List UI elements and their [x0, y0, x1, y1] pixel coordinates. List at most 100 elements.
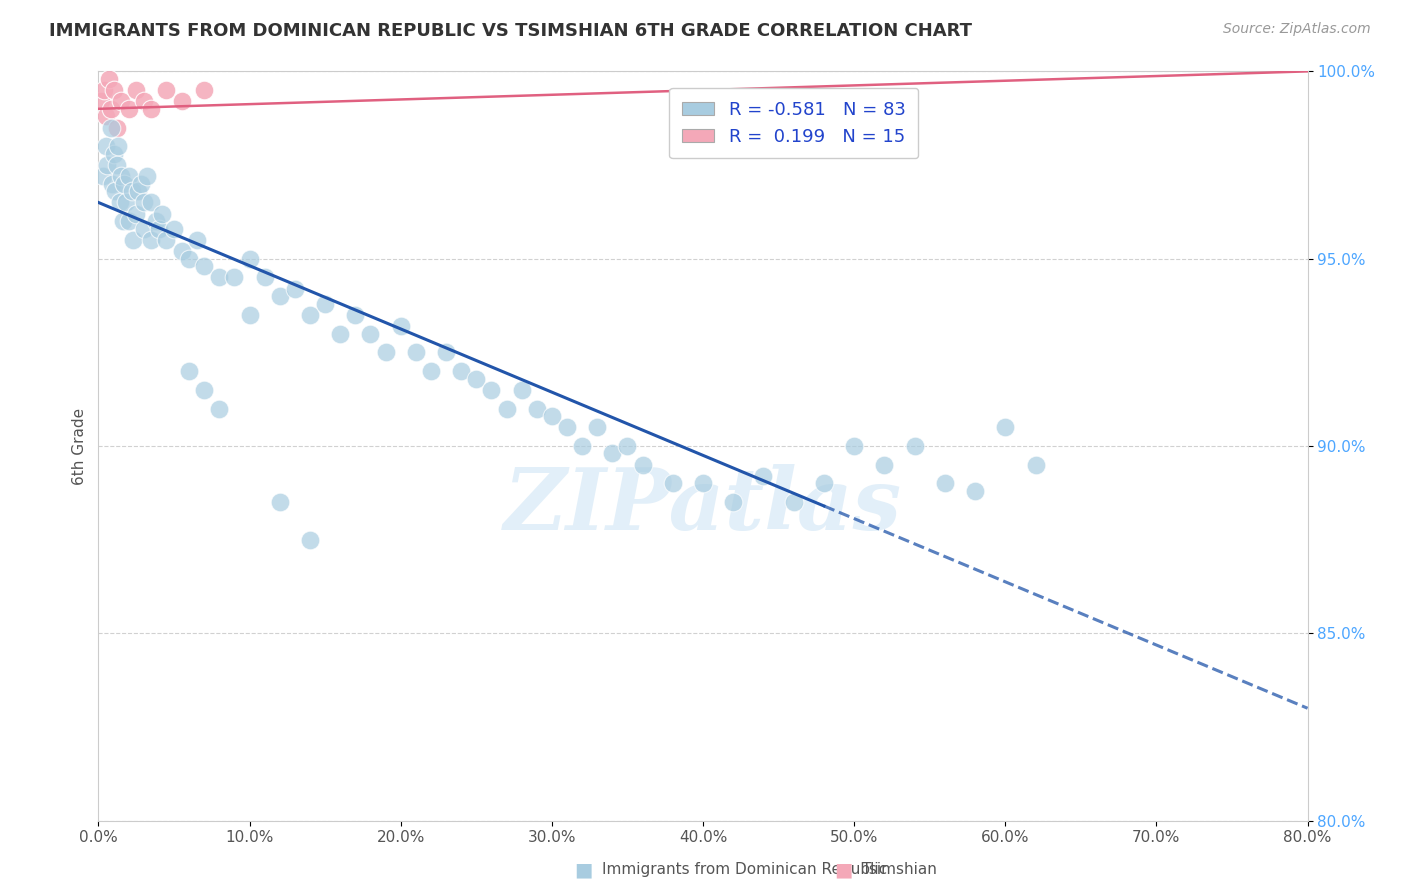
Point — [495, 401, 517, 416]
Point — [93, 83, 115, 97]
Point — [145, 214, 167, 228]
Text: ■: ■ — [574, 860, 593, 880]
Point — [114, 195, 136, 210]
Point — [108, 195, 131, 210]
Point — [208, 401, 231, 416]
Point — [193, 83, 215, 97]
Point — [602, 446, 624, 460]
Text: Source: ZipAtlas.com: Source: ZipAtlas.com — [1223, 22, 1371, 37]
Point — [616, 439, 638, 453]
Point — [994, 420, 1017, 434]
Point — [179, 252, 201, 266]
Point — [405, 345, 427, 359]
Point — [118, 102, 141, 116]
Point — [148, 221, 170, 235]
Point — [253, 270, 276, 285]
Point — [1024, 458, 1046, 472]
Point — [170, 95, 193, 109]
Point — [465, 371, 488, 385]
Point — [110, 95, 132, 109]
Point — [141, 233, 163, 247]
Point — [125, 83, 148, 97]
Point — [94, 109, 117, 123]
Point — [103, 83, 125, 97]
Point — [783, 495, 806, 509]
Point — [269, 289, 291, 303]
Text: ■: ■ — [834, 860, 853, 880]
Point — [299, 308, 322, 322]
Point — [224, 270, 246, 285]
Point — [481, 383, 503, 397]
Point — [813, 476, 835, 491]
Point — [118, 169, 141, 184]
Point — [450, 364, 472, 378]
Text: ZIPatlas: ZIPatlas — [503, 464, 903, 548]
Point — [155, 83, 177, 97]
Point — [284, 282, 307, 296]
Point — [239, 308, 262, 322]
Point — [904, 439, 927, 453]
Point — [132, 95, 155, 109]
Point — [103, 146, 125, 161]
Point — [692, 476, 714, 491]
Point — [374, 345, 396, 359]
Point — [135, 169, 157, 184]
Point — [170, 244, 193, 259]
Point — [934, 476, 956, 491]
Point — [141, 102, 163, 116]
Point — [100, 120, 122, 135]
Point — [125, 207, 148, 221]
Point — [329, 326, 352, 341]
Point — [132, 221, 155, 235]
Point — [540, 409, 562, 423]
Point — [129, 177, 152, 191]
Point — [91, 169, 114, 184]
Point — [555, 420, 578, 434]
Y-axis label: 6th Grade: 6th Grade — [72, 408, 87, 484]
Legend: R = -0.581   N = 83, R =  0.199   N = 15: R = -0.581 N = 83, R = 0.199 N = 15 — [669, 88, 918, 158]
Point — [208, 270, 231, 285]
Point — [94, 139, 117, 153]
Point — [141, 195, 163, 210]
Point — [111, 214, 134, 228]
Point — [239, 252, 262, 266]
Text: Immigrants from Dominican Republic: Immigrants from Dominican Republic — [602, 863, 887, 877]
Point — [118, 214, 141, 228]
Point — [150, 207, 173, 221]
Point — [526, 401, 548, 416]
Point — [105, 158, 128, 172]
Point — [586, 420, 609, 434]
Point — [314, 296, 336, 310]
Point — [434, 345, 457, 359]
Point — [112, 177, 135, 191]
Point — [510, 383, 533, 397]
Point — [344, 308, 367, 322]
Point — [661, 476, 683, 491]
Point — [186, 233, 208, 247]
Point — [101, 177, 124, 191]
Point — [193, 259, 215, 273]
Point — [105, 120, 128, 135]
Point — [163, 221, 186, 235]
Point — [132, 195, 155, 210]
Point — [155, 233, 177, 247]
Point — [90, 95, 112, 109]
Point — [122, 233, 145, 247]
Point — [100, 102, 122, 116]
Point — [127, 184, 149, 198]
Text: Tsimshian: Tsimshian — [862, 863, 936, 877]
Point — [571, 439, 593, 453]
Point — [752, 469, 775, 483]
Point — [121, 184, 143, 198]
Point — [269, 495, 291, 509]
Point — [844, 439, 866, 453]
Point — [104, 184, 127, 198]
Point — [360, 326, 382, 341]
Point — [98, 71, 121, 86]
Point — [965, 483, 987, 498]
Text: IMMIGRANTS FROM DOMINICAN REPUBLIC VS TSIMSHIAN 6TH GRADE CORRELATION CHART: IMMIGRANTS FROM DOMINICAN REPUBLIC VS TS… — [49, 22, 972, 40]
Point — [631, 458, 654, 472]
Point — [193, 383, 215, 397]
Point — [873, 458, 896, 472]
Point — [420, 364, 443, 378]
